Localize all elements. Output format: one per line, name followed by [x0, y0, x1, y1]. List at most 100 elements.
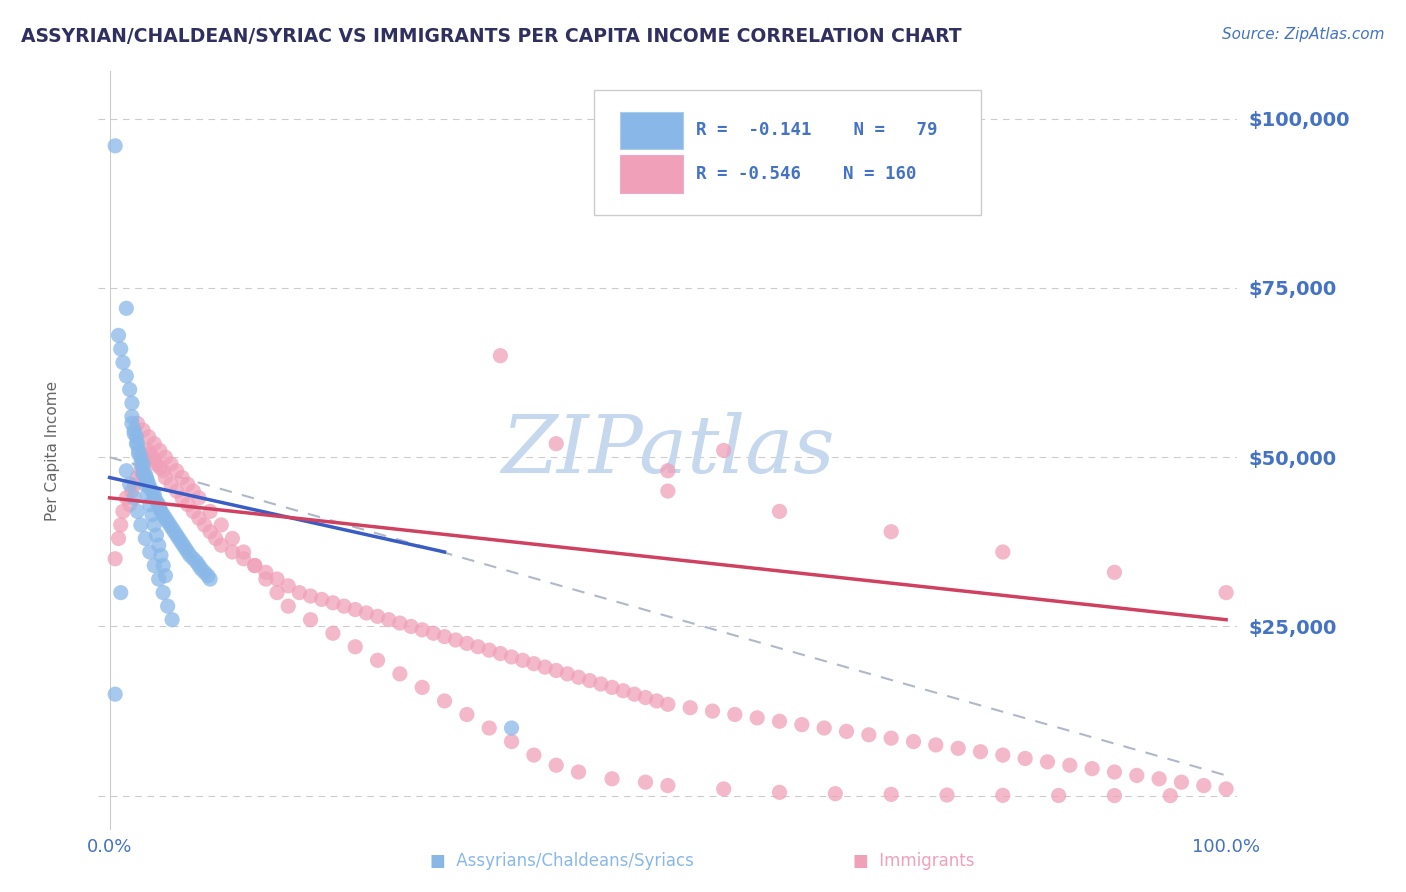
- Point: [433, 630, 456, 644]
- Point: [1159, 789, 1181, 803]
- Point: [388, 666, 411, 681]
- Point: [557, 666, 579, 681]
- Point: [143, 558, 166, 573]
- Point: [198, 524, 221, 539]
- Point: [129, 517, 152, 532]
- Point: [243, 558, 266, 573]
- Point: [322, 626, 344, 640]
- Point: [835, 724, 858, 739]
- Point: [128, 443, 150, 458]
- Point: [657, 464, 679, 478]
- Point: [1014, 751, 1036, 765]
- Point: [122, 491, 145, 505]
- Point: [115, 369, 138, 384]
- Point: [107, 532, 129, 546]
- Point: [145, 494, 167, 508]
- Point: [118, 477, 141, 491]
- Point: [1104, 789, 1126, 803]
- Point: [152, 464, 174, 478]
- Point: [1215, 585, 1237, 599]
- Point: [187, 511, 209, 525]
- Text: Source: ZipAtlas.com: Source: ZipAtlas.com: [1222, 27, 1385, 42]
- Point: [190, 562, 212, 576]
- Point: [946, 741, 969, 756]
- Point: [134, 467, 156, 482]
- Point: [111, 355, 134, 369]
- Point: [148, 538, 170, 552]
- Point: [768, 714, 790, 729]
- Point: [367, 609, 389, 624]
- Point: [172, 470, 194, 484]
- Point: [139, 481, 162, 495]
- Point: [1036, 755, 1059, 769]
- Point: [903, 734, 925, 748]
- Point: [160, 521, 183, 535]
- Point: [478, 643, 501, 657]
- Point: [115, 301, 138, 316]
- Point: [612, 683, 634, 698]
- Point: [266, 585, 288, 599]
- Point: [145, 457, 167, 471]
- Point: [132, 467, 155, 482]
- Point: [254, 572, 277, 586]
- Point: [198, 504, 221, 518]
- Point: [139, 498, 162, 512]
- Point: [174, 541, 197, 556]
- Point: [132, 464, 155, 478]
- Point: [277, 579, 299, 593]
- FancyBboxPatch shape: [620, 112, 683, 150]
- Point: [489, 647, 512, 661]
- Point: [634, 775, 657, 789]
- Point: [149, 460, 172, 475]
- Point: [422, 626, 444, 640]
- Point: [148, 498, 170, 512]
- Point: [523, 748, 546, 763]
- Point: [183, 504, 205, 518]
- Point: [167, 532, 190, 546]
- Point: [501, 649, 523, 664]
- Point: [512, 653, 534, 667]
- Point: [209, 538, 232, 552]
- Point: [578, 673, 600, 688]
- Text: R = -0.546    N = 160: R = -0.546 N = 160: [696, 165, 917, 183]
- Point: [149, 549, 172, 563]
- Point: [768, 504, 790, 518]
- Point: [141, 450, 163, 465]
- Point: [501, 734, 523, 748]
- Text: ASSYRIAN/CHALDEAN/SYRIAC VS IMMIGRANTS PER CAPITA INCOME CORRELATION CHART: ASSYRIAN/CHALDEAN/SYRIAC VS IMMIGRANTS P…: [21, 27, 962, 45]
- Point: [187, 491, 209, 505]
- Point: [121, 417, 143, 431]
- Point: [172, 491, 194, 505]
- Point: [880, 731, 903, 746]
- Point: [679, 700, 702, 714]
- Point: [936, 788, 959, 802]
- Point: [1147, 772, 1170, 786]
- Point: [523, 657, 546, 671]
- Point: [790, 717, 813, 731]
- Point: [657, 484, 679, 499]
- Point: [110, 585, 132, 599]
- Point: [299, 589, 322, 603]
- Point: [657, 779, 679, 793]
- Point: [1192, 779, 1215, 793]
- Point: [134, 477, 156, 491]
- Point: [197, 568, 219, 582]
- Point: [166, 528, 188, 542]
- Point: [713, 781, 735, 796]
- Point: [645, 694, 668, 708]
- Point: [232, 545, 254, 559]
- Point: [143, 436, 166, 450]
- Point: [145, 528, 167, 542]
- Point: [209, 517, 232, 532]
- Point: [356, 606, 378, 620]
- Point: [702, 704, 724, 718]
- Point: [546, 664, 568, 678]
- Point: [567, 670, 589, 684]
- Point: [456, 636, 478, 650]
- Point: [149, 443, 172, 458]
- Point: [1104, 764, 1126, 779]
- Point: [232, 551, 254, 566]
- Point: [600, 772, 623, 786]
- Point: [880, 788, 903, 802]
- Point: [121, 409, 143, 424]
